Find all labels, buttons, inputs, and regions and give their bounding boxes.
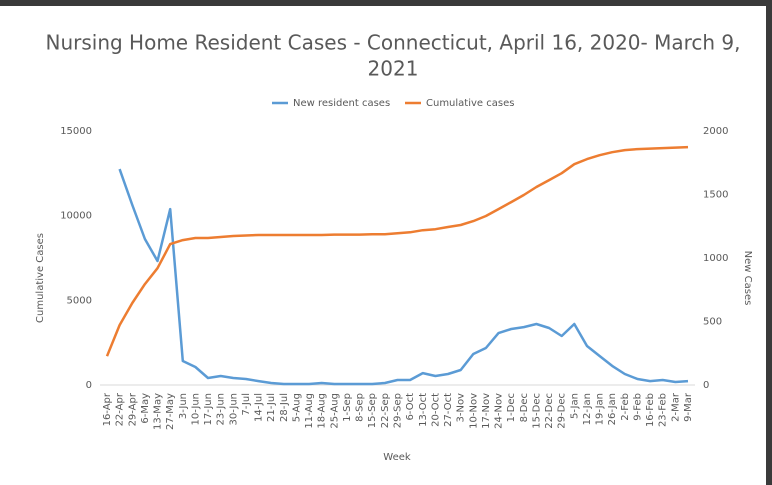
x-tick-label: 28-Jul — [279, 393, 290, 422]
chart-title: 2021 — [368, 57, 419, 81]
x-tick-label: 26-Jan — [607, 393, 618, 425]
x-tick-label: 21-Jul — [266, 393, 277, 422]
x-tick-label: 5-Aug — [291, 393, 302, 422]
y-axis-label: Cumulative Cases — [35, 233, 46, 323]
x-tick-label: 30-Jun — [228, 393, 239, 426]
x-tick-label: 7-Jul — [241, 393, 252, 416]
y-tick-label: 5000 — [67, 295, 92, 306]
x-tick-label: 8-Sep — [355, 393, 366, 422]
chart-title: Nursing Home Resident Cases - Connecticu… — [45, 31, 740, 55]
x-tick-label: 1-Sep — [342, 393, 353, 422]
x-tick-label: 13-Oct — [418, 393, 429, 427]
x-tick-label: 20-Oct — [430, 393, 441, 427]
x-tick-label: 22-Sep — [380, 393, 391, 428]
x-tick-label: 2-Mar — [670, 392, 681, 422]
x-tick-label: 22-Dec — [544, 393, 555, 429]
y-tick-label: 15000 — [60, 126, 92, 137]
x-tick-label: 27-Oct — [443, 393, 454, 427]
x-tick-label: 10-Jun — [190, 393, 201, 426]
y2-tick-label: 0 — [703, 380, 709, 391]
y2-tick-label: 1000 — [703, 253, 728, 264]
x-tick-label: 16-Apr — [102, 392, 113, 426]
x-tick-label: 11-Aug — [304, 393, 315, 429]
y2-tick-label: 1500 — [703, 190, 728, 201]
x-tick-label: 22-Apr — [115, 392, 126, 426]
y2-tick-label: 2000 — [703, 126, 728, 137]
x-tick-label: 9-Mar — [683, 392, 694, 422]
chart-area — [0, 6, 766, 485]
x-tick-label: 29-Dec — [557, 393, 568, 429]
x-tick-label: 5-Jan — [569, 393, 580, 419]
x-tick-label: 10-Nov — [468, 393, 479, 429]
x-tick-label: 29-Apr — [127, 392, 138, 426]
x-tick-label: 17-Jun — [203, 393, 214, 426]
legend-label: Cumulative cases — [426, 98, 514, 109]
x-tick-label: 12-Jan — [582, 393, 593, 425]
series-line — [118, 168, 689, 386]
y2-axis-label: New Cases — [742, 251, 753, 306]
x-tick-label: 9-Feb — [632, 393, 643, 421]
x-tick-label: 14-Jul — [254, 393, 265, 422]
x-tick-label: 17-Nov — [481, 393, 492, 429]
x-tick-label: 27-May — [165, 393, 176, 430]
x-axis-label: Week — [383, 452, 411, 463]
x-tick-label: 3-Nov — [456, 393, 467, 423]
x-tick-label: 6-Oct — [405, 393, 416, 421]
x-tick-label: 6-May — [140, 393, 151, 424]
x-tick-label: 15-Dec — [531, 393, 542, 429]
x-tick-label: 25-Aug — [329, 393, 340, 429]
x-tick-label: 2-Feb — [620, 393, 631, 421]
x-tick-label: 18-Aug — [317, 393, 328, 429]
x-tick-label: 15-Sep — [367, 393, 378, 428]
y-tick-label: 0 — [86, 380, 92, 391]
y2-tick-label: 500 — [703, 317, 722, 328]
x-tick-label: 29-Sep — [393, 393, 404, 428]
x-tick-label: 24-Nov — [494, 393, 505, 429]
x-tick-label: 23-Feb — [658, 393, 669, 427]
x-tick-label: 1-Dec — [506, 393, 517, 422]
x-tick-label: 3-Jun — [178, 393, 189, 419]
legend-label: New resident cases — [293, 98, 390, 109]
y-tick-label: 10000 — [60, 211, 92, 222]
x-tick-label: 19-Jan — [595, 393, 606, 425]
x-tick-label: 23-Jun — [216, 393, 227, 426]
x-tick-label: 13-May — [153, 393, 164, 430]
x-tick-label: 8-Dec — [519, 393, 530, 422]
x-tick-label: 16-Feb — [645, 393, 656, 427]
series-line — [105, 145, 689, 357]
